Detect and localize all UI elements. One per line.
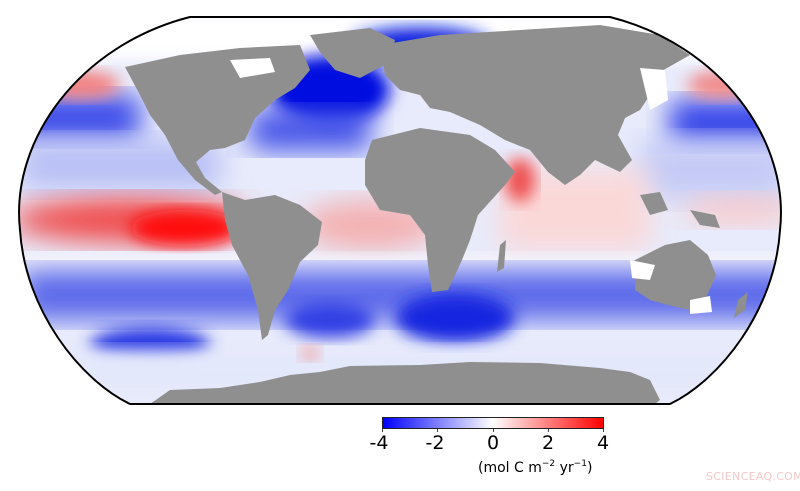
colorbar-label-min: -4 bbox=[369, 432, 389, 454]
colorbar-units: (mol C m−2 yr−1) bbox=[478, 459, 593, 476]
colorbar bbox=[382, 417, 604, 429]
watermark: SCIENCEAQ.COM bbox=[706, 470, 800, 483]
colorbar-label-max: 4 bbox=[596, 432, 610, 454]
flux-map bbox=[18, 16, 782, 405]
land bbox=[125, 25, 748, 404]
colorbar-tick bbox=[603, 429, 604, 432]
map-frame bbox=[18, 16, 782, 405]
colorbar-label-pos2: 2 bbox=[541, 432, 555, 454]
colorbar-tick bbox=[493, 429, 494, 432]
colorbar-tick bbox=[437, 429, 438, 432]
ocean-flux-field bbox=[19, 17, 781, 404]
no-data-areas bbox=[230, 58, 712, 314]
colorbar-tick bbox=[382, 429, 383, 432]
colorbar-label-neg2: -2 bbox=[425, 432, 445, 454]
colorbar-label-zero: 0 bbox=[486, 432, 500, 454]
colorbar-tick bbox=[548, 429, 549, 432]
